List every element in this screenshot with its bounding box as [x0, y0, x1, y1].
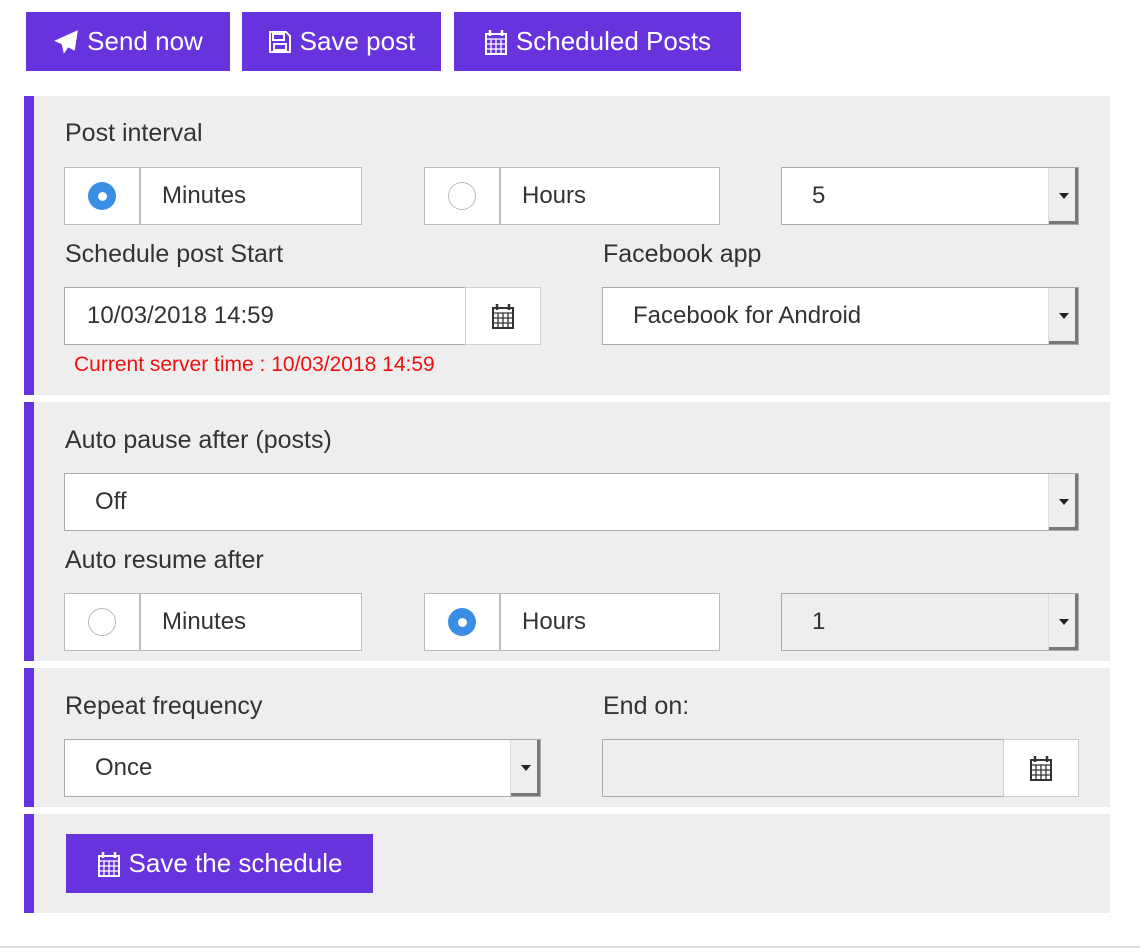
resume-minutes-option[interactable]: Minutes — [64, 593, 362, 651]
scheduled-posts-label: Scheduled Posts — [515, 26, 712, 56]
interval-hours-option[interactable]: Hours — [424, 167, 720, 225]
end-on-input[interactable] — [602, 739, 1004, 797]
radio-minutes[interactable] — [88, 182, 116, 210]
calendar-icon — [484, 29, 508, 55]
chevron-down-icon — [1048, 474, 1078, 530]
chevron-down-icon — [1048, 288, 1078, 344]
calendar-icon — [491, 303, 515, 329]
auto-pause-select[interactable]: Off — [64, 473, 1079, 531]
calendar-icon — [1029, 755, 1053, 781]
repeat-frequency-select[interactable]: Once — [64, 739, 541, 797]
save-schedule-label: Save the schedule — [128, 848, 343, 878]
save-schedule-button[interactable]: Save the schedule — [66, 834, 373, 893]
repeat-frequency-value: Once — [95, 754, 153, 781]
interval-value: 5 — [812, 182, 826, 209]
auto-resume-label: Auto resume after — [65, 546, 264, 574]
chevron-down-icon — [510, 740, 540, 796]
minutes-label: Minutes — [162, 182, 247, 209]
save-post-button[interactable]: Save post — [242, 12, 441, 71]
resume-hours-option[interactable]: Hours — [424, 593, 720, 651]
facebook-app-value: Facebook for Android — [633, 302, 862, 329]
calendar-icon — [97, 851, 121, 877]
send-now-label: Send now — [87, 26, 203, 56]
send-now-button[interactable]: Send now — [26, 12, 230, 71]
interval-value-select[interactable]: 5 — [781, 167, 1079, 225]
radio-hours[interactable] — [448, 182, 476, 210]
schedule-start-value: 10/03/2018 14:59 — [87, 302, 274, 329]
auto-pause-value: Off — [95, 488, 127, 515]
end-on-label: End on: — [603, 692, 690, 720]
radio-minutes[interactable] — [88, 608, 116, 636]
hours-label: Hours — [522, 182, 587, 209]
auto-pause-label: Auto pause after (posts) — [65, 426, 332, 454]
facebook-app-label: Facebook app — [603, 240, 762, 268]
server-time-text: Current server time : 10/03/2018 14:59 — [74, 353, 435, 376]
chevron-down-icon — [1048, 594, 1078, 650]
facebook-app-select[interactable]: Facebook for Android — [602, 287, 1079, 345]
floppy-disk-icon — [268, 30, 291, 53]
end-on-calendar-button[interactable] — [1003, 739, 1079, 797]
schedule-start-calendar-button[interactable] — [465, 287, 541, 345]
interval-panel — [24, 96, 1110, 395]
paper-plane-icon — [54, 29, 79, 54]
schedule-start-input[interactable]: 10/03/2018 14:59 — [64, 287, 466, 345]
repeat-frequency-label: Repeat frequency — [65, 692, 263, 720]
minutes-label: Minutes — [162, 608, 247, 635]
radio-hours[interactable] — [448, 608, 476, 636]
interval-minutes-option[interactable]: Minutes — [64, 167, 362, 225]
hours-label: Hours — [522, 608, 587, 635]
divider — [0, 946, 1140, 948]
save-post-label: Save post — [299, 26, 416, 56]
schedule-start-label: Schedule post Start — [65, 240, 284, 268]
resume-value: 1 — [812, 608, 826, 635]
chevron-down-icon — [1048, 168, 1078, 224]
scheduled-posts-button[interactable]: Scheduled Posts — [454, 12, 741, 71]
post-interval-label: Post interval — [65, 119, 203, 147]
resume-value-select[interactable]: 1 — [781, 593, 1079, 651]
